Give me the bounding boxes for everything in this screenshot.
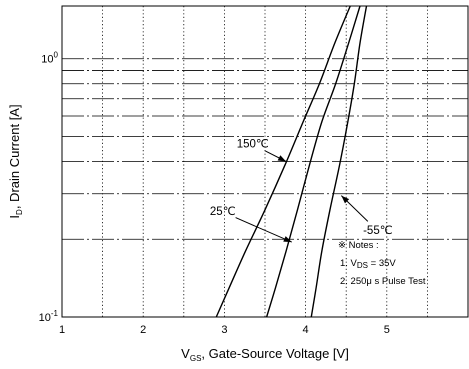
curve-label-0: 150℃: [237, 139, 269, 151]
note-item-2: 2. 250μ s Pulse Test: [340, 276, 426, 287]
x-tick-labels: 1 2 3 4 5: [59, 324, 390, 336]
arrow-head-1: [283, 236, 292, 243]
curve-label-2: -55℃: [363, 225, 393, 237]
curves: [215, 5, 368, 318]
notes-title: ※ Notes :: [338, 240, 379, 251]
series-line-2: [310, 5, 368, 318]
series-line-1: [265, 5, 361, 318]
notes-box: ※ Notes : 1. VDS = 35V 2. 250μ s Pulse T…: [338, 240, 426, 287]
y-tick-label: 100: [41, 51, 58, 66]
series-line-0: [215, 5, 351, 318]
y-tick-labels: 100 10-1: [39, 51, 59, 324]
x-tick-label: 4: [303, 324, 309, 336]
arrow-head-0: [277, 155, 287, 162]
note-item-1: 1. VDS = 35V: [340, 258, 396, 270]
plot-frame: [61, 5, 469, 318]
y-axis-title: ID, Drain Current [A]: [7, 104, 24, 218]
y-tick-label: 10-1: [39, 309, 59, 324]
curve-label-1: 25℃: [210, 206, 236, 218]
annotation-arrows: [235, 150, 369, 243]
x-tick-label: 2: [140, 324, 146, 336]
x-axis-title: VGS, Gate-Source Voltage [V]: [181, 346, 349, 363]
arrow-line-1: [235, 217, 292, 243]
arrow-head-2: [341, 195, 350, 204]
horizontal-grid: [62, 58, 468, 240]
x-tick-label: 5: [384, 324, 390, 336]
x-tick-label: 1: [59, 324, 65, 336]
x-tick-label: 3: [221, 324, 227, 336]
